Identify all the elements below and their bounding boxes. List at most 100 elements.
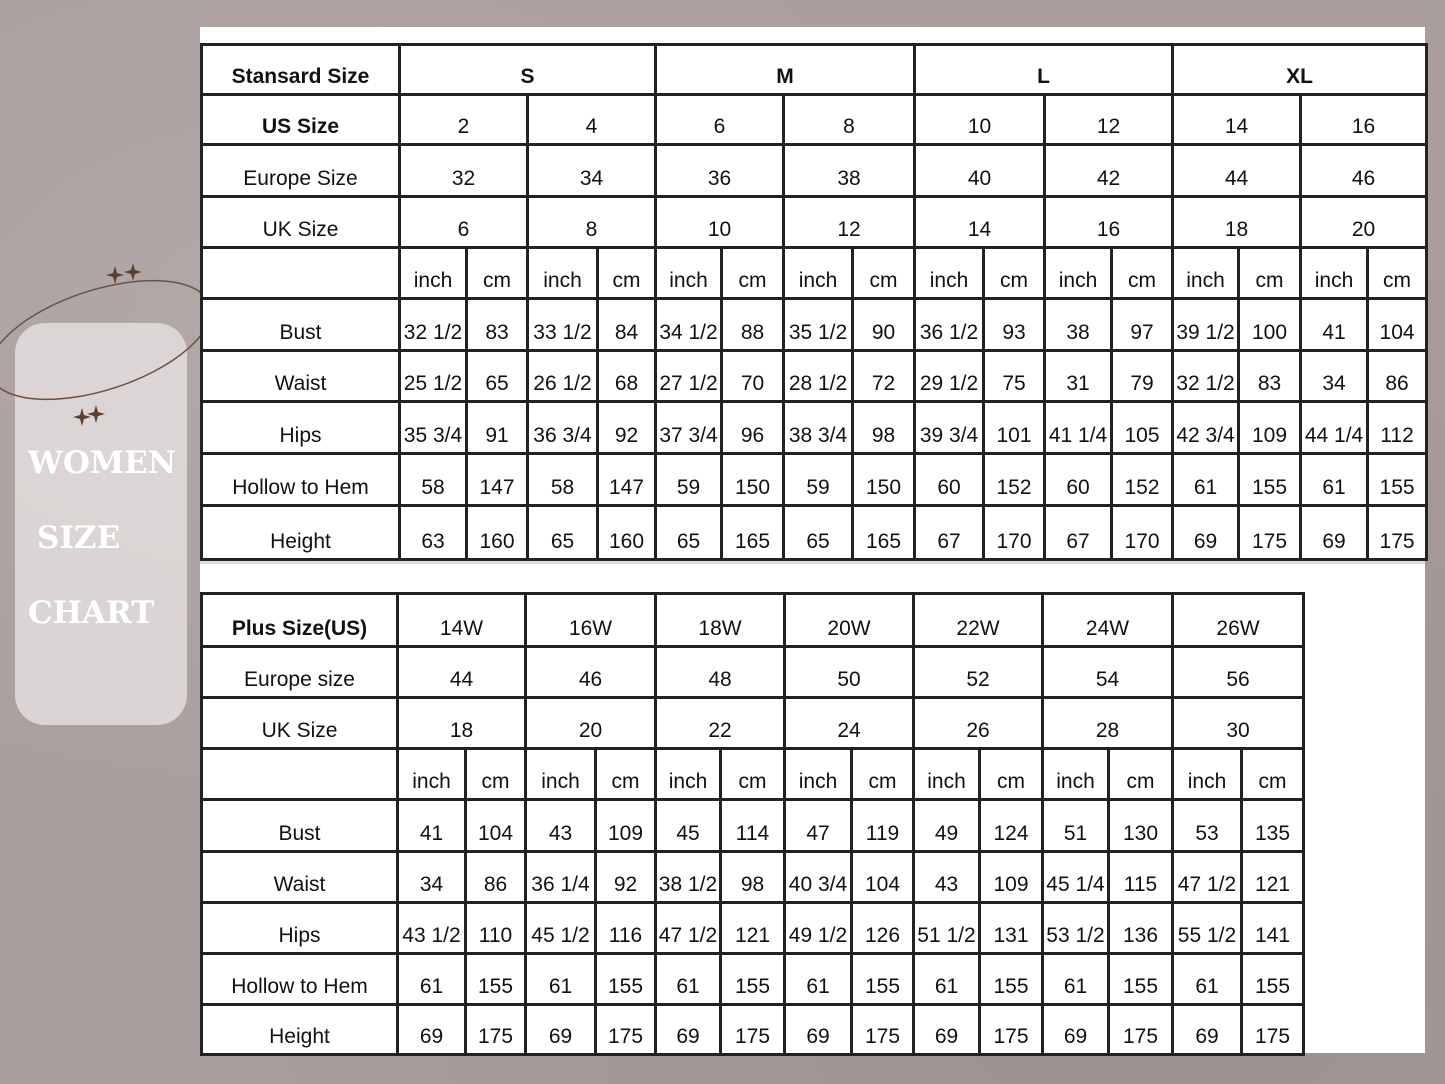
us-size-cell: 26W [1171,592,1305,648]
measurement-value: 104 [1366,297,1429,352]
measurement-value: 69 [396,1003,467,1056]
unit-inch: inch [782,246,855,300]
europe-size-cell: 50 [783,645,915,699]
table-row: Europe size 44 46 48 50 52 54 56 [200,645,1305,699]
europe-size-cell: 34 [525,143,658,198]
header-label: Stansard Size [200,43,401,96]
measurement-label: Bust [200,798,399,853]
europe-size-cell: 40 [913,143,1047,198]
measurement-value: 43 [912,850,981,904]
measurement-value: 34 1/2 [654,297,724,352]
measurement-value: 83 [465,297,529,352]
measurement-value: 32 1/2 [1171,349,1241,403]
measurement-value: 65 [654,504,724,561]
measurement-value: 39 1/2 [1171,297,1241,352]
measurement-value: 69 [1041,1003,1110,1056]
measurement-value: 41 [396,798,467,853]
measurement-value: 155 [1240,952,1305,1006]
measurement-value: 104 [464,798,527,853]
us-size-cell: 2 [398,93,529,146]
us-size-cell: 16 [1299,93,1429,146]
uk-size-cell: 30 [1171,696,1305,750]
measurement-value: 37 3/4 [654,400,724,455]
measurement-value: 150 [720,452,786,507]
measurement-value: 49 1/2 [783,901,853,955]
table-row: Plus Size(US) 14W 16W 18W 20W 22W 24W 26W [200,592,1305,648]
us-size-cell: 6 [654,93,786,146]
unit-cm: cm [594,747,657,801]
europe-size-cell: 52 [912,645,1044,699]
measurement-value: 61 [524,952,597,1006]
measurement-value: 152 [982,452,1047,507]
us-size-cell: 12 [1043,93,1175,146]
measurement-value: 33 1/2 [526,297,599,352]
unit-cm: cm [465,246,529,300]
us-size-cell: 16W [524,592,657,648]
europe-size-cell: 42 [1043,143,1175,198]
measurement-value: 110 [464,901,527,955]
measurement-value: 51 [1041,798,1110,853]
measurement-value: 170 [982,504,1047,561]
table-row: Hips 35 3/4 91 36 3/4 92 37 3/4 96 38 3/4 98 39 3… [200,400,1429,455]
measurement-value: 61 [654,952,722,1006]
uk-size-cell: 16 [1043,195,1175,249]
measurement-value: 115 [1107,850,1174,904]
uk-size-cell: 18 [396,696,527,750]
unit-inch: inch [1299,246,1370,300]
divider [200,561,1425,564]
measurement-value: 61 [1041,952,1110,1006]
measurement-value: 61 [1171,452,1241,507]
measurement-value: 72 [851,349,917,403]
measurement-value: 34 [1299,349,1370,403]
measurement-value: 170 [1110,504,1175,561]
measurement-label: Waist [200,349,401,403]
measurement-value: 69 [1171,1003,1243,1056]
europe-size-label: Europe Size [200,143,401,198]
table-row: UK Size 6 8 10 12 14 16 18 20 [200,195,1429,249]
measurement-value: 59 [782,452,855,507]
unit-cm: cm [720,246,786,300]
measurement-value: 97 [1110,297,1175,352]
measurement-value: 35 1/2 [782,297,855,352]
measurement-value: 61 [396,952,467,1006]
measurement-value: 130 [1107,798,1174,853]
measurement-value: 61 [1299,452,1370,507]
table-row: Waist 25 1/2 65 26 1/2 68 27 1/2 70 28 1/2 72 29 … [200,349,1429,403]
table-row: Europe Size 32 34 36 38 40 42 44 46 [200,143,1429,198]
measurement-value: 96 [720,400,786,455]
us-size-cell: 18W [654,592,786,648]
measurement-value: 49 [912,798,981,853]
table-row: Height 69 175 69 175 69 175 69 175 69 175 69 175 69 17… [200,1003,1305,1056]
title-panel [15,323,187,725]
measurement-label: Height [200,504,401,561]
measurement-value: 160 [595,504,658,561]
measurement-value: 29 1/2 [913,349,986,403]
uk-size-cell: 14 [913,195,1047,249]
size-group-header: M [654,43,917,96]
measurement-value: 124 [978,798,1044,853]
us-size-cell: 24W [1041,592,1174,648]
measurement-value: 69 [1299,504,1370,561]
measurement-value: 41 1/4 [1043,400,1114,455]
unit-inch: inch [654,747,722,801]
size-group-header: S [397,43,658,96]
measurement-value: 121 [719,901,786,955]
measurement-value: 45 1/4 [1041,850,1110,904]
us-size-cell: 20W [783,592,915,648]
measurement-value: 119 [850,798,915,853]
measurement-value: 36 1/4 [524,850,597,904]
measurement-value: 112 [1366,400,1429,455]
measurement-value: 31 [1043,349,1114,403]
uk-size-cell: 22 [654,696,786,750]
measurement-value: 100 [1237,297,1303,352]
measurement-value: 51 1/2 [912,901,981,955]
measurement-value: 55 1/2 [1171,901,1243,955]
unit-cm: cm [978,747,1044,801]
measurement-value: 160 [465,504,529,561]
measurement-value: 63 [398,504,468,561]
measurement-value: 175 [1237,504,1303,561]
us-size-cell: 10 [913,93,1047,146]
table-row: Hollow to Hem 58 147 58 147 59 150 59 150 60 152 60… [200,452,1429,507]
measurement-value: 147 [465,452,529,507]
measurement-value: 41 [1299,297,1370,352]
